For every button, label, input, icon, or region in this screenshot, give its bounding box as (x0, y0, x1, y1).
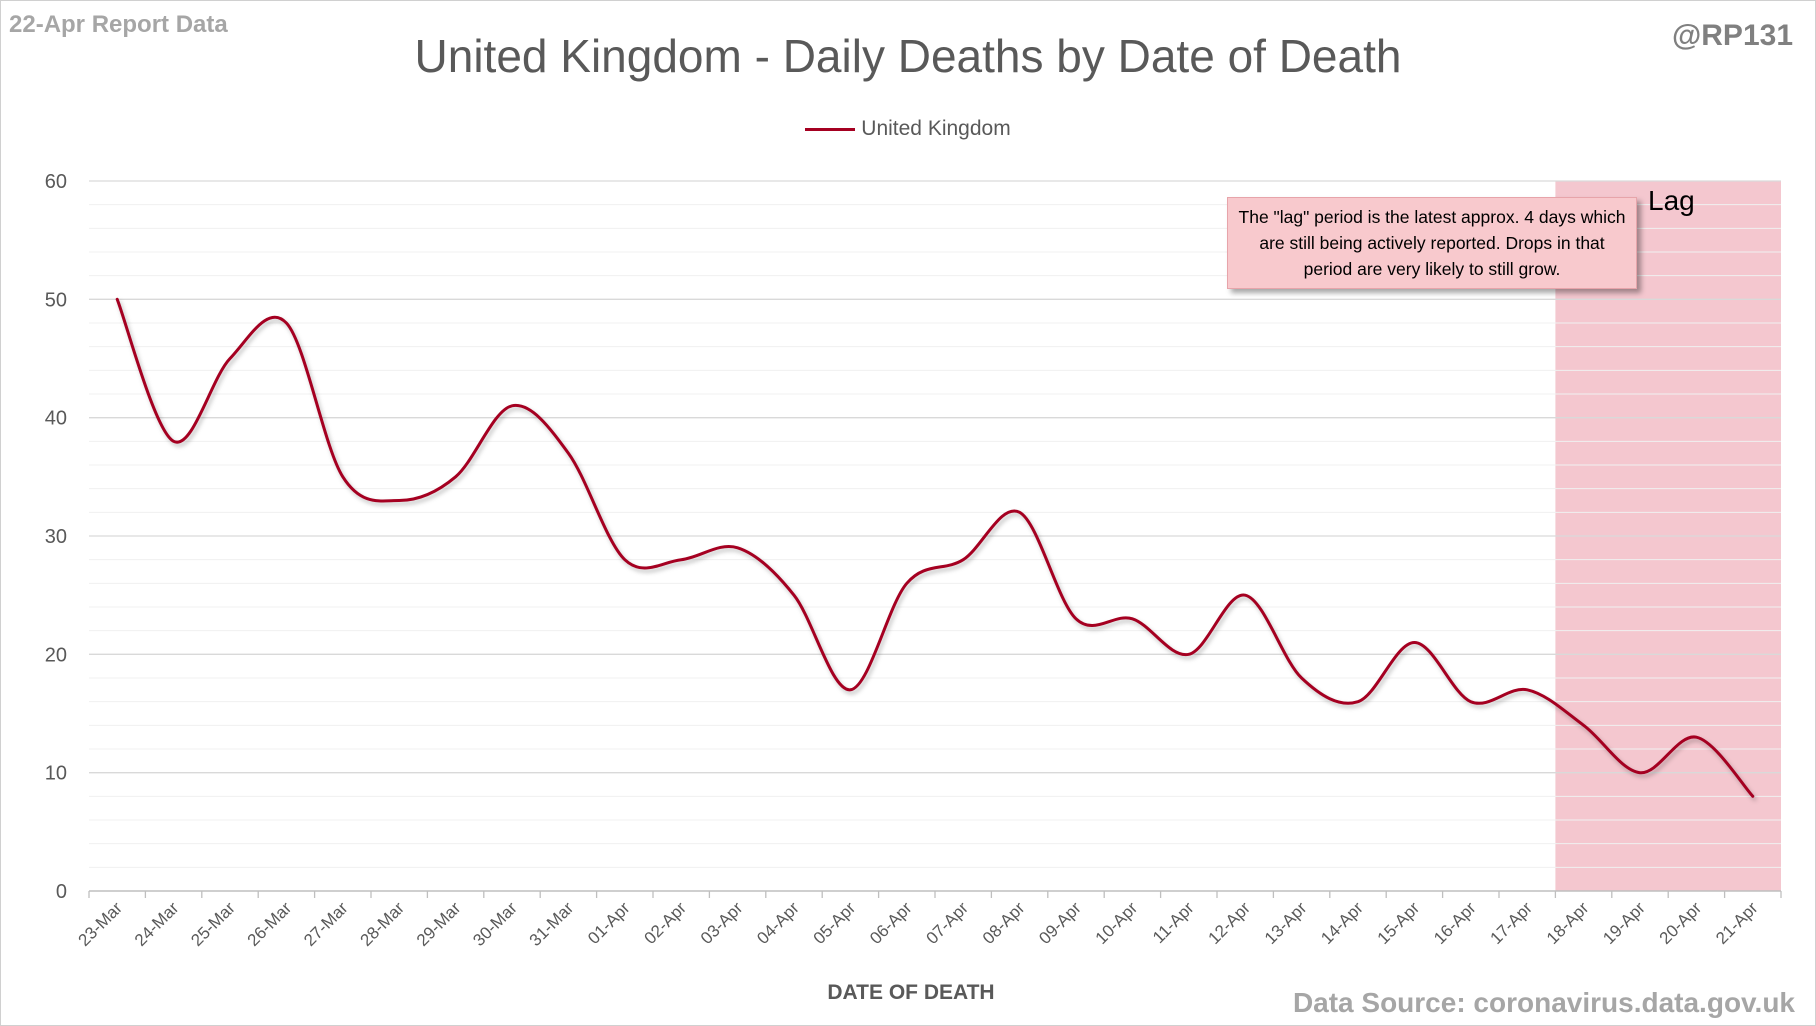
series-line-united-kingdom (115, 297, 1755, 798)
author-handle: @RP131 (1672, 19, 1793, 52)
x-axis-title: DATE OF DEATH (827, 981, 995, 1004)
x-tick-label: 11-Apr (1149, 898, 1198, 947)
x-tick-label: 01-Apr (584, 898, 634, 948)
x-tick-label: 06-Apr (866, 898, 916, 948)
legend-label: United Kingdom (861, 117, 1011, 140)
major-gridlines (89, 180, 1781, 774)
lag-label: Lag (1648, 185, 1695, 216)
x-tick-label: 08-Apr (979, 898, 1029, 948)
x-tick-label: 26-Mar (244, 898, 296, 950)
legend: United Kingdom (1, 117, 1815, 141)
x-tick-label: 14-Apr (1317, 898, 1367, 948)
x-tick-label: 18-Apr (1543, 898, 1593, 948)
data-source-label: Data Source: coronavirus.data.gov.uk (1292, 987, 1795, 1018)
x-axis-ticks: 23-Mar 24-Mar 25-Mar 26-Mar 27-Mar 28-Mar 29-M… (75, 891, 1782, 950)
x-tick-label: 25-Mar (187, 898, 239, 950)
chart-title: United Kingdom - Daily Deaths by Date of… (414, 30, 1402, 82)
x-tick-label: 29-Mar (413, 898, 465, 950)
x-tick-label: 24-Mar (131, 898, 183, 950)
y-tick-label: 40 (45, 408, 67, 430)
x-tick-label: 31-Mar (526, 898, 578, 950)
x-tick-label: 07-Apr (923, 898, 973, 948)
report-date-label: 22-Apr Report Data (9, 11, 228, 38)
y-tick-label: 0 (56, 881, 67, 903)
x-tick-label: 10-Apr (1092, 898, 1142, 948)
x-tick-label: 27-Mar (300, 898, 352, 950)
x-tick-label: 03-Apr (697, 898, 747, 948)
x-tick-label: 21-Apr (1712, 898, 1762, 948)
y-tick-label: 60 (45, 171, 67, 193)
legend-swatch (805, 127, 856, 131)
x-tick-label: 04-Apr (753, 898, 803, 948)
y-tick-label: 50 (45, 289, 67, 311)
x-tick-label: 23-Mar (75, 898, 127, 950)
y-tick-label: 30 (45, 526, 67, 548)
x-tick-label: 17-Apr (1487, 898, 1537, 948)
x-tick-label: 12-Apr (1205, 898, 1255, 948)
x-tick-label: 13-Apr (1261, 898, 1311, 948)
x-tick-label: 05-Apr (810, 898, 860, 948)
x-tick-label: 15-Apr (1374, 898, 1424, 948)
y-tick-label: 20 (45, 644, 67, 666)
x-tick-label: 19-Apr (1599, 898, 1649, 948)
y-tick-label: 10 (45, 763, 67, 785)
y-axis-ticks: 0 10 20 30 40 50 60 (45, 171, 67, 903)
x-tick-label: 30-Mar (469, 898, 521, 950)
x-tick-label: 02-Apr (641, 898, 691, 948)
x-tick-label: 20-Apr (1656, 898, 1706, 948)
x-tick-label: 16-Apr (1430, 898, 1480, 948)
x-tick-label: 28-Mar (357, 898, 409, 950)
minor-gridlines (89, 204, 1781, 868)
x-tick-label: 09-Apr (1035, 898, 1085, 948)
lag-note-callout: The "lag" period is the latest approx. 4… (1227, 197, 1637, 289)
